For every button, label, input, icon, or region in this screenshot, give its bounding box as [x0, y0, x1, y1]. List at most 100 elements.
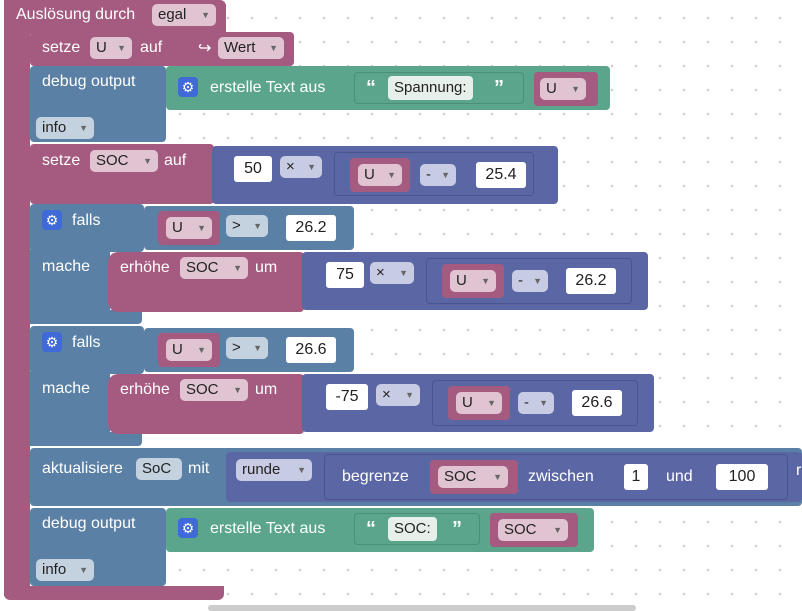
variable-u-block[interactable]: U ▼ [350, 158, 410, 192]
operator-mul-dropdown-2[interactable]: × ▼ [370, 262, 414, 284]
variable-soc-value: SOC [444, 468, 477, 485]
set-u-var-dropdown[interactable]: U ▼ [90, 37, 132, 59]
operator-mul-dropdown-3[interactable]: × ▼ [376, 384, 420, 406]
factor-number-2[interactable]: 75 [326, 262, 364, 288]
update-label: aktualisiere [42, 460, 123, 477]
subtrahend-number-2[interactable]: 26.2 [566, 268, 616, 294]
increment-var-dropdown-2[interactable]: SOC ▼ [180, 379, 248, 401]
increment-var-value-2: SOC [186, 381, 219, 398]
variable-u-dropdown[interactable]: U ▼ [540, 78, 586, 100]
variable-soc-dropdown[interactable]: SOC ▼ [498, 519, 568, 541]
close-quote-icon: ” [452, 518, 462, 540]
variable-u-block[interactable]: U ▼ [534, 72, 598, 106]
do-label-1: mache [42, 258, 91, 275]
variable-u-value: U [172, 219, 183, 236]
debug-level-dropdown-2[interactable]: info ▼ [36, 559, 94, 581]
event-label: Auslösung durch [16, 6, 136, 23]
variable-soc-block[interactable]: SOC ▼ [490, 513, 578, 547]
operator-mul-value-1: × [286, 158, 295, 175]
text-literal-field-2[interactable]: SOC: [388, 517, 437, 541]
event-trigger-dropdown[interactable]: egal ▼ [152, 4, 216, 26]
factor-number-3[interactable]: -75 [326, 384, 368, 410]
open-quote-icon: “ [366, 77, 376, 99]
subtrahend-number-1[interactable]: 25.4 [476, 162, 526, 188]
operator-minus-dropdown-1[interactable]: - ▼ [420, 164, 456, 186]
state-id-field[interactable]: SoC [136, 458, 182, 480]
variable-soc-dropdown[interactable]: SOC ▼ [438, 466, 508, 488]
gear-icon[interactable]: ⚙ [42, 210, 62, 230]
variable-u-dropdown[interactable]: U ▼ [450, 270, 496, 292]
operator-mul-value-3: × [382, 386, 391, 403]
value-dropdown[interactable]: Wert ▼ [218, 37, 284, 59]
operator-mul-dropdown-1[interactable]: × ▼ [280, 156, 322, 178]
open-quote-icon: “ [366, 518, 376, 540]
chevron-down-icon: ▼ [197, 345, 206, 355]
variable-u-dropdown[interactable]: U ▼ [358, 164, 402, 186]
if-label-1: falls [72, 212, 101, 229]
round-value: runde [242, 461, 281, 478]
set-u-mid-label: auf [140, 39, 163, 56]
variable-u-value: U [462, 394, 473, 411]
debug-output-label-2: debug output [42, 515, 136, 532]
variable-u-dropdown[interactable]: U ▼ [456, 392, 502, 414]
set-soc-var-value: SOC [96, 152, 129, 169]
set-soc-var-dropdown[interactable]: SOC ▼ [90, 150, 158, 172]
compare-operator-dropdown-2[interactable]: > ▼ [226, 337, 268, 359]
variable-u-block[interactable]: U ▼ [448, 386, 510, 420]
operator-minus-dropdown-3[interactable]: - ▼ [518, 392, 554, 414]
close-quote-icon: ” [494, 77, 504, 99]
round-dropdown[interactable]: runde ▼ [236, 459, 312, 481]
gear-icon[interactable]: ⚙ [42, 332, 62, 352]
do-label-2: mache [42, 380, 91, 397]
set-soc-label: setze [42, 152, 81, 169]
gear-icon[interactable]: ⚙ [178, 518, 198, 538]
compare-operator-value-2: > [232, 339, 241, 356]
event-block-spine [4, 30, 30, 596]
clamp-label: begrenze [342, 468, 409, 485]
chevron-down-icon: ▼ [539, 398, 548, 408]
chevron-down-icon: ▼ [571, 84, 580, 94]
value-getter-block[interactable]: ↪ Wert ▼ [180, 32, 292, 66]
compare-operator-value-1: > [232, 217, 241, 234]
debug-level-value-1: info [42, 119, 67, 136]
clamp-block[interactable] [324, 454, 788, 500]
variable-u-block[interactable]: U ▼ [442, 264, 504, 298]
chevron-down-icon: ▼ [307, 162, 316, 172]
clamp-high-number[interactable]: 100 [716, 464, 768, 490]
text-literal-field-1[interactable]: Spannung: [388, 76, 473, 100]
increment-var-value-1: SOC [186, 259, 219, 276]
chevron-down-icon: ▼ [143, 156, 152, 166]
debug-level-dropdown-1[interactable]: info ▼ [36, 117, 94, 139]
truncated-label: r [796, 462, 802, 479]
increment-var-dropdown-1[interactable]: SOC ▼ [180, 257, 248, 279]
horizontal-scrollbar[interactable] [208, 605, 636, 611]
if-label-2: falls [72, 334, 101, 351]
event-block-footer [4, 586, 224, 600]
state-id-value: SoC [142, 460, 172, 477]
variable-u-value: U [364, 166, 375, 183]
operator-minus-dropdown-2[interactable]: - ▼ [512, 270, 548, 292]
compare-number-2[interactable]: 26.6 [286, 337, 336, 363]
variable-u-dropdown[interactable]: U ▼ [166, 339, 212, 361]
variable-u-block[interactable]: U ▼ [158, 333, 220, 367]
increment-label-2: erhöhe [120, 381, 170, 398]
compare-number-1[interactable]: 26.2 [286, 215, 336, 241]
factor-number-1[interactable]: 50 [234, 156, 272, 182]
chevron-down-icon: ▼ [117, 43, 126, 53]
clamp-low-number[interactable]: 1 [624, 464, 648, 490]
chevron-down-icon: ▼ [297, 465, 306, 475]
compare-operator-dropdown-1[interactable]: > ▼ [226, 215, 268, 237]
variable-u-block[interactable]: U ▼ [158, 211, 220, 245]
chevron-down-icon: ▼ [201, 10, 210, 20]
variable-u-value: U [172, 341, 183, 358]
variable-u-dropdown[interactable]: U ▼ [166, 217, 212, 239]
chevron-down-icon: ▼ [197, 223, 206, 233]
chevron-down-icon: ▼ [399, 268, 408, 278]
subtrahend-number-3[interactable]: 26.6 [572, 390, 622, 416]
operator-minus-value-1: - [426, 166, 431, 183]
variable-soc-block[interactable]: SOC ▼ [430, 460, 518, 494]
set-u-var-value: U [96, 39, 107, 56]
chevron-down-icon: ▼ [533, 276, 542, 286]
gear-icon[interactable]: ⚙ [178, 77, 198, 97]
chevron-down-icon: ▼ [553, 525, 562, 535]
